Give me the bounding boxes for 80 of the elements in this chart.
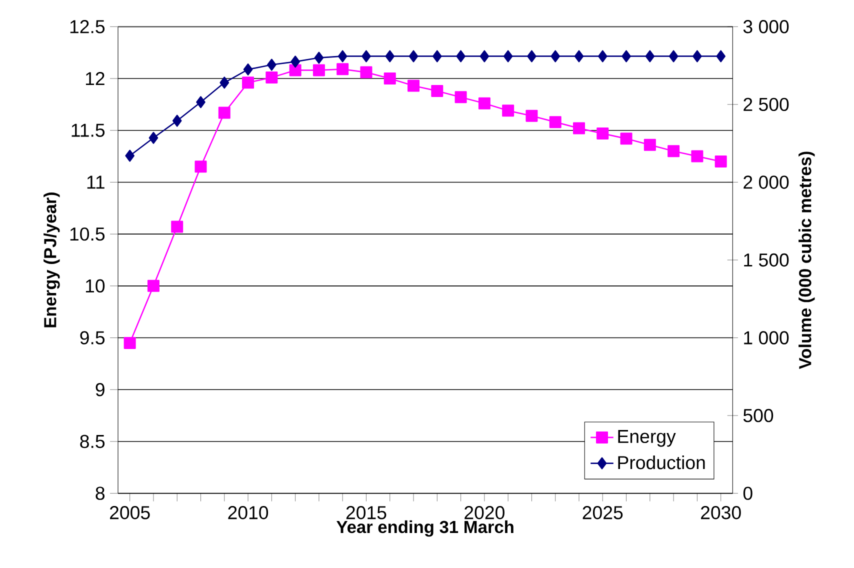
x-tick-label: 2020 xyxy=(464,506,504,520)
point xyxy=(171,220,184,233)
x-tick-label: 2005 xyxy=(110,506,150,520)
x-tick-label: 2025 xyxy=(582,506,623,520)
point xyxy=(502,104,514,117)
y2-tick-label: 500 xyxy=(743,408,774,422)
point xyxy=(527,50,536,62)
point xyxy=(147,280,160,292)
point xyxy=(668,50,678,62)
y2-tick-label: 1 500 xyxy=(744,253,789,267)
point xyxy=(267,58,276,71)
y-tick-label: 8.5 xyxy=(80,434,105,448)
point xyxy=(148,132,158,144)
y-tick-label: 12.5 xyxy=(70,20,105,34)
legend-label: Production xyxy=(618,456,705,470)
y-axis-title: Energy (PJ/year) xyxy=(44,192,60,328)
point xyxy=(362,50,371,62)
point xyxy=(454,91,467,104)
point xyxy=(312,64,325,76)
y2-tick-label: 2 500 xyxy=(744,98,789,112)
point xyxy=(290,56,300,68)
point xyxy=(266,71,278,84)
point xyxy=(314,52,324,64)
point xyxy=(360,66,372,78)
point xyxy=(289,64,302,76)
y2-axis-title: Volume (000 cubic metres) xyxy=(798,152,815,370)
x-tick-label: 2030 xyxy=(701,506,741,520)
point xyxy=(338,50,348,62)
point xyxy=(456,50,466,62)
point xyxy=(242,76,254,89)
point xyxy=(196,96,206,108)
point xyxy=(574,50,584,62)
point xyxy=(503,50,513,62)
y2-tick-label: 0 xyxy=(743,486,752,500)
point xyxy=(432,50,442,62)
point xyxy=(125,150,134,162)
point xyxy=(431,84,444,97)
point xyxy=(572,122,586,134)
legend-label: Energy xyxy=(618,430,676,447)
x-axis-title: Year ending 31 March xyxy=(336,520,514,537)
point xyxy=(526,110,538,122)
point xyxy=(478,97,490,110)
point xyxy=(644,138,656,151)
point xyxy=(172,114,182,127)
point xyxy=(243,63,253,76)
point xyxy=(716,50,726,62)
point xyxy=(385,50,395,62)
point xyxy=(598,50,608,62)
y-tick-label: 11.5 xyxy=(72,124,105,137)
point xyxy=(384,72,396,85)
point xyxy=(596,127,609,140)
point xyxy=(668,145,680,158)
y2-tick-label: 1 000 xyxy=(744,331,789,344)
y-tick-label: 12 xyxy=(86,72,104,86)
point xyxy=(408,80,420,92)
point xyxy=(549,116,562,128)
point xyxy=(124,336,136,349)
point xyxy=(620,132,632,145)
y-tick-label: 10.5 xyxy=(70,227,105,241)
point xyxy=(691,150,704,162)
y-tick-label: 11 xyxy=(87,176,104,189)
y-tick-label: 10 xyxy=(86,279,105,293)
point xyxy=(692,50,702,62)
y2-tick-label: 3 000 xyxy=(743,20,789,34)
x-tick-label: 2010 xyxy=(228,506,268,520)
y-tick-label: 9 xyxy=(96,383,104,396)
point xyxy=(194,160,207,173)
point xyxy=(645,50,655,62)
point xyxy=(336,63,349,76)
y2-tick-label: 2 000 xyxy=(744,176,789,189)
point xyxy=(218,106,230,119)
point xyxy=(714,155,727,168)
y-tick-label: 9.5 xyxy=(80,331,105,344)
point xyxy=(622,50,631,62)
x-tick-label: 2015 xyxy=(346,506,386,520)
point xyxy=(220,76,230,89)
point xyxy=(480,50,490,62)
y-tick-label: 8 xyxy=(96,486,105,500)
point xyxy=(408,50,418,62)
point xyxy=(550,50,560,62)
